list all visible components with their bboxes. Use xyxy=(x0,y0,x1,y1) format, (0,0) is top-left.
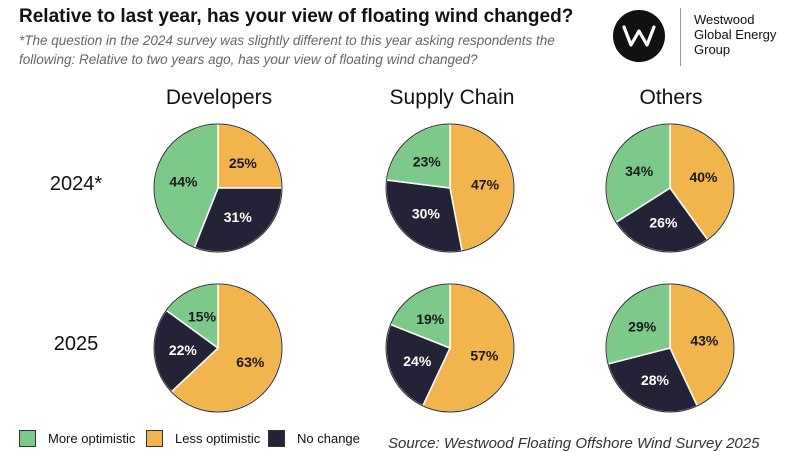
pie-developers-2024: 25% 31% 44% xyxy=(153,123,283,253)
column-header-supply-chain: Supply Chain xyxy=(389,86,515,109)
pie-data-label: 28% xyxy=(641,372,670,388)
pie-outline xyxy=(153,123,283,253)
legend-label: Less optimistic xyxy=(175,431,261,446)
pie-others-2025: 43% 28% 29% xyxy=(605,283,735,413)
pie-data-label: 63% xyxy=(236,354,265,370)
pie-data-label: 23% xyxy=(413,154,442,170)
pie-data-label: 24% xyxy=(403,353,432,369)
legend-swatch xyxy=(19,430,36,447)
pie-data-label: 31% xyxy=(224,209,253,225)
logo-divider xyxy=(680,8,681,66)
legend-swatch xyxy=(268,430,285,447)
pie-outline xyxy=(605,123,735,253)
pie-data-label: 30% xyxy=(412,206,441,222)
legend-label: More optimistic xyxy=(48,431,136,446)
legend-swatch xyxy=(146,430,163,447)
pie-data-label: 44% xyxy=(169,173,198,189)
legend-item-no-change: No change xyxy=(268,430,360,447)
legend-item-more-optimistic: More optimistic xyxy=(19,430,135,447)
pie-supply-chain-2024: 47% 30% 23% xyxy=(385,123,515,253)
pie-data-label: 22% xyxy=(169,342,198,358)
pie-data-label: 47% xyxy=(471,177,500,193)
legend-item-less-optimistic: Less optimistic xyxy=(146,430,260,447)
westwood-logo: Westwood Global Energy Group xyxy=(610,6,790,68)
logo-line: Group xyxy=(694,42,731,57)
pie-outline xyxy=(153,283,283,413)
column-header-developers: Developers xyxy=(165,86,273,109)
row-label-2024: 2024* xyxy=(49,173,103,195)
pie-data-label: 29% xyxy=(628,318,657,334)
pie-data-label: 34% xyxy=(625,163,654,179)
pie-data-label: 26% xyxy=(649,215,678,231)
pie-data-label: 19% xyxy=(416,311,445,327)
pie-outline xyxy=(385,283,515,413)
pie-data-label: 15% xyxy=(188,309,217,325)
column-header-others: Others xyxy=(639,86,703,109)
row-label-2025: 2025 xyxy=(53,333,99,355)
pie-developers-2025: 63% 22% 15% xyxy=(153,283,283,413)
pie-supply-chain-2025: 57% 24% 19% xyxy=(385,283,515,413)
chart-subtitle: *The question in the 2024 survey was sli… xyxy=(19,33,555,67)
chart-title: Relative to last year, has your view of … xyxy=(19,6,574,27)
pie-data-label: 25% xyxy=(229,155,258,171)
pie-data-label: 43% xyxy=(690,332,719,348)
pie-outline xyxy=(605,283,735,413)
pie-data-label: 40% xyxy=(689,169,718,185)
pie-outline xyxy=(385,123,515,253)
source-note: Source: Westwood Floating Offshore Wind … xyxy=(388,435,760,452)
logo-line: Global Energy xyxy=(694,27,777,42)
w-monogram-icon xyxy=(613,10,665,62)
pie-data-label: 57% xyxy=(470,348,499,364)
pie-others-2024: 40% 26% 34% xyxy=(605,123,735,253)
legend-label: No change xyxy=(297,431,360,446)
logo-wordmark: Westwood Global Energy Group xyxy=(694,12,776,57)
logo-line: Westwood xyxy=(694,12,755,27)
